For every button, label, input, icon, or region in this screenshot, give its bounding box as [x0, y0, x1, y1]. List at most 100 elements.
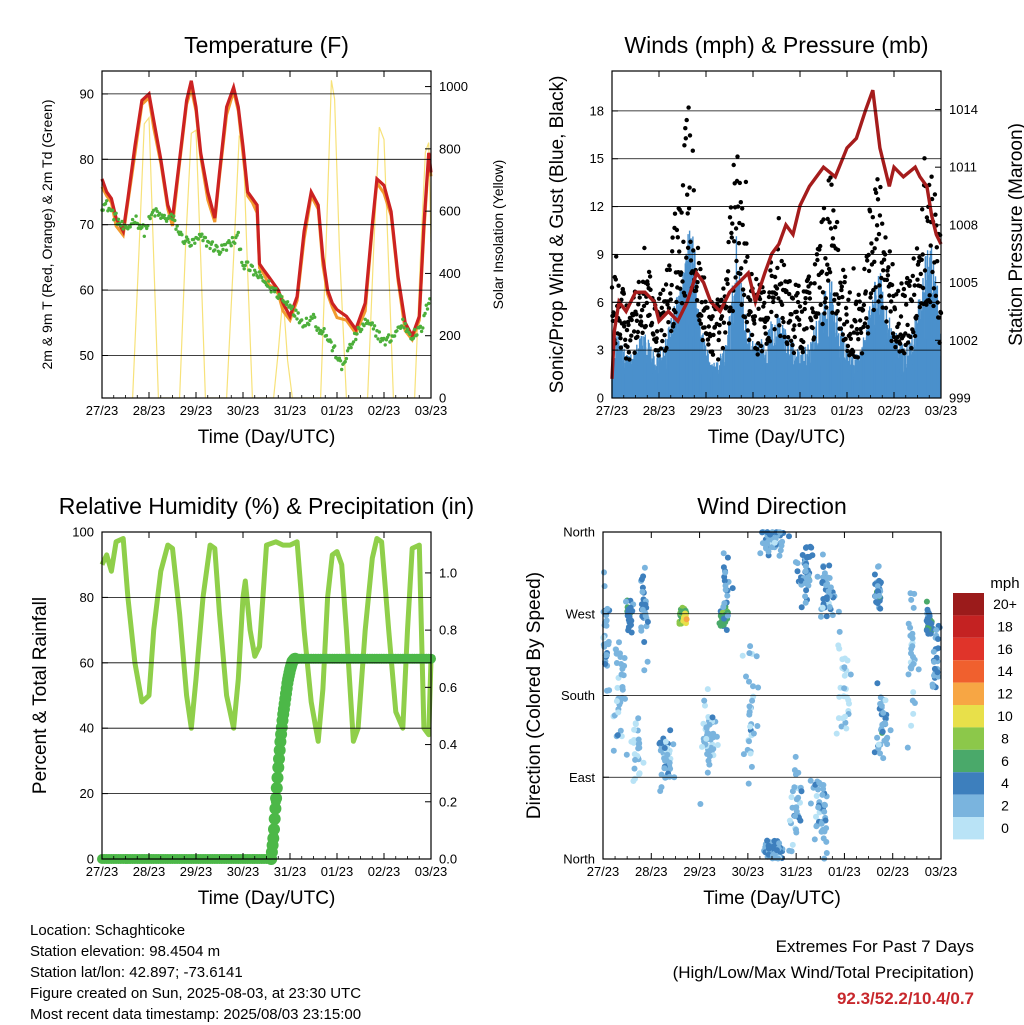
dewpoint-point — [137, 223, 142, 227]
direction-point — [795, 794, 802, 801]
direction-point — [933, 627, 940, 633]
gust-point — [924, 215, 930, 220]
gust-point — [786, 335, 791, 340]
gust-point — [674, 227, 680, 233]
gust-point — [914, 313, 919, 319]
direction-point — [632, 756, 639, 763]
rain-point — [289, 652, 302, 665]
gust-point — [757, 296, 763, 302]
gust-point — [647, 274, 653, 279]
temp-xtick-label: 27/23 — [86, 403, 119, 418]
dewpoint-point — [304, 316, 309, 320]
direction-point — [759, 540, 766, 547]
direction-point — [838, 723, 845, 730]
gust-point — [646, 269, 652, 275]
gust-point — [721, 286, 726, 291]
direction-point — [658, 784, 665, 791]
legend-label: 20+ — [993, 596, 1017, 612]
dewpoint-point — [155, 209, 159, 213]
direction-point — [778, 542, 785, 549]
direction-point — [769, 852, 776, 859]
direction-point — [754, 723, 761, 729]
gust-point — [838, 280, 843, 285]
gust-point — [803, 300, 808, 306]
dewpoint-point — [395, 329, 399, 333]
gust-point — [862, 266, 867, 272]
direction-point — [826, 562, 833, 569]
gust-point — [688, 239, 693, 244]
gust-point — [782, 334, 787, 340]
direction-point — [841, 685, 848, 692]
legend-swatch — [953, 637, 984, 661]
gust-point — [819, 269, 825, 274]
gust-point — [645, 282, 650, 287]
gust-point — [667, 263, 672, 268]
direction-point — [882, 720, 888, 727]
gust-point — [820, 321, 825, 327]
dewpoint-point — [105, 199, 109, 203]
dewpoint-point — [183, 239, 188, 243]
wind-ytick-label: 15 — [590, 151, 604, 166]
gust-point — [711, 332, 716, 338]
direction-point — [721, 577, 728, 584]
gust-point — [622, 320, 627, 325]
direction-point — [843, 725, 850, 732]
direction-point — [813, 823, 820, 830]
direction-point — [791, 784, 798, 791]
gust-point — [781, 319, 786, 325]
direction-point — [746, 678, 752, 685]
direction-point — [882, 715, 889, 722]
direction-point — [802, 599, 809, 606]
direction-point — [791, 767, 798, 774]
dewpoint-point — [296, 311, 300, 315]
gust-point — [886, 265, 891, 270]
gust-point — [637, 295, 642, 300]
gust-point — [824, 305, 829, 310]
dewpoint-point — [427, 301, 431, 306]
gust-point — [820, 290, 826, 295]
gust-point — [796, 283, 801, 288]
direction-point — [930, 648, 937, 655]
gust-point — [766, 294, 772, 300]
gust-point — [738, 271, 743, 276]
gust-point — [878, 294, 883, 299]
gust-point — [846, 297, 851, 302]
gust-point — [877, 213, 883, 218]
gust-point — [797, 322, 802, 328]
dewpoint-point — [221, 247, 225, 252]
direction-point — [934, 669, 941, 676]
temp-y2tick-label: 600 — [439, 204, 461, 219]
temp-ytick-label: 90 — [80, 86, 94, 101]
gust-point — [838, 326, 844, 331]
direction-point — [883, 736, 890, 743]
wind-y2label: Station Pressure (Maroon) — [1006, 123, 1024, 346]
gust-point — [827, 220, 832, 225]
direction-point — [631, 726, 638, 733]
gust-point — [730, 221, 735, 226]
direction-point — [911, 700, 918, 706]
gust-point — [744, 241, 749, 246]
direction-point — [722, 569, 729, 576]
direction-point — [788, 794, 795, 801]
gust-point — [856, 292, 861, 297]
direction-point — [777, 547, 784, 554]
gust-point — [616, 283, 621, 288]
direction-point — [821, 808, 828, 815]
direction-point — [871, 571, 878, 578]
gust-point — [691, 248, 696, 253]
direction-point — [750, 683, 756, 690]
gust-point — [679, 301, 685, 306]
gust-point — [790, 342, 795, 348]
gust-point — [660, 338, 665, 344]
gust-point — [880, 305, 885, 310]
direction-point — [910, 653, 916, 660]
gust-point — [859, 351, 865, 356]
rh-plot-area — [97, 536, 436, 865]
gust-point — [800, 346, 805, 351]
gust-point — [725, 269, 731, 274]
direction-point — [786, 817, 793, 824]
dewpoint-point — [257, 270, 262, 274]
gust-point — [912, 292, 917, 297]
gust-point — [636, 279, 641, 285]
rh-title: Relative Humidity (%) & Precipitation (i… — [59, 493, 474, 519]
